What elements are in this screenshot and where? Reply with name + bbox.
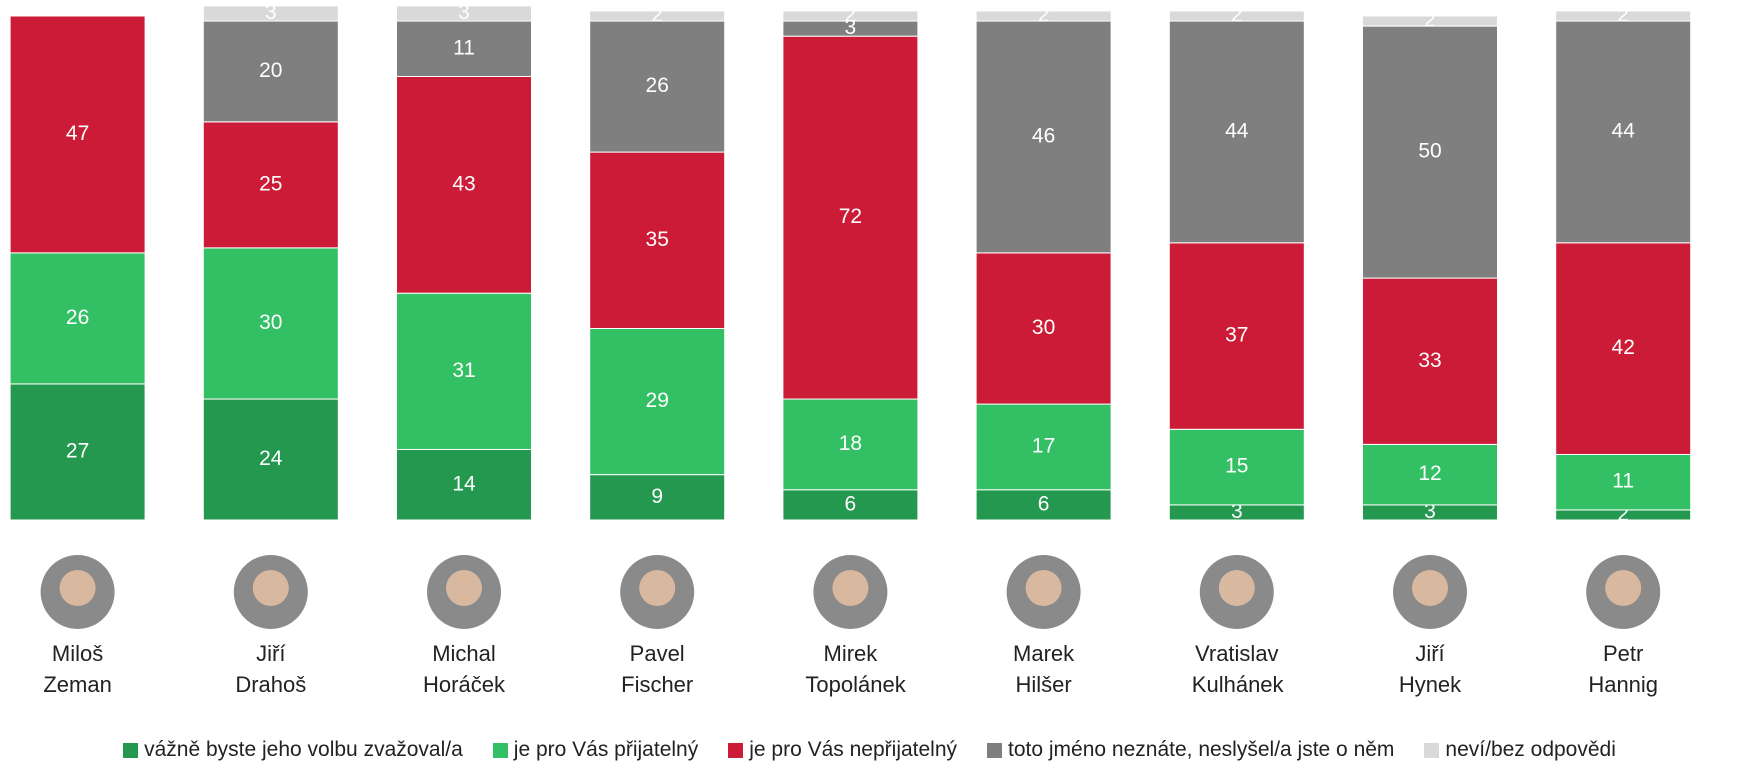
photo-face bbox=[60, 570, 96, 606]
category-label: Jiří Hynek bbox=[1355, 638, 1505, 700]
legend-swatch bbox=[987, 743, 1002, 758]
data-label: 43 bbox=[452, 172, 475, 195]
legend-item: je pro Vás přijatelný bbox=[493, 738, 698, 762]
photo-face bbox=[832, 570, 868, 606]
data-label: 33 bbox=[1418, 349, 1441, 372]
data-label: 30 bbox=[259, 311, 282, 334]
data-label: 2 bbox=[1038, 4, 1050, 27]
legend-swatch bbox=[728, 743, 743, 758]
data-label: 11 bbox=[1612, 470, 1634, 493]
category-label: Petr Hannig bbox=[1548, 638, 1698, 700]
data-label: 35 bbox=[646, 228, 669, 251]
data-label: 15 bbox=[1225, 455, 1248, 478]
data-label: 20 bbox=[259, 59, 282, 82]
data-label: 18 bbox=[839, 432, 862, 455]
category-label: Vratislav Kulhánek bbox=[1162, 638, 1312, 700]
data-label: 24 bbox=[259, 447, 283, 470]
chart: 2726472430252031431431139293526261872326… bbox=[0, 0, 1739, 765]
legend-label: neví/bez odpovědi bbox=[1445, 738, 1615, 762]
data-label: 25 bbox=[259, 172, 282, 195]
data-label: 17 bbox=[1032, 434, 1055, 457]
data-label: 11 bbox=[453, 36, 475, 59]
legend-label: toto jméno neznáte, neslyšel/a jste o ně… bbox=[1008, 738, 1394, 762]
plot: 2726472430252031431431139293526261872326… bbox=[0, 0, 1739, 735]
photo-face bbox=[446, 570, 482, 606]
data-label: 6 bbox=[1038, 492, 1050, 515]
data-label: 14 bbox=[452, 472, 476, 495]
data-label: 26 bbox=[646, 74, 669, 97]
legend-swatch bbox=[123, 743, 138, 758]
data-label: 3 bbox=[265, 1, 277, 24]
data-label: 27 bbox=[66, 440, 89, 463]
data-label: 2 bbox=[651, 4, 663, 27]
data-label: 44 bbox=[1612, 119, 1636, 142]
legend-swatch bbox=[1424, 743, 1439, 758]
data-label: 50 bbox=[1418, 140, 1441, 163]
photo-face bbox=[1219, 570, 1255, 606]
category-label: Michal Horáček bbox=[389, 638, 539, 700]
photo-face bbox=[639, 570, 675, 606]
legend-item: vážně byste jeho volbu zvažoval/a bbox=[123, 738, 463, 762]
legend-item: toto jméno neznáte, neslyšel/a jste o ně… bbox=[987, 738, 1394, 762]
data-label: 12 bbox=[1418, 462, 1441, 485]
data-label: 26 bbox=[66, 306, 89, 329]
data-label: 30 bbox=[1032, 316, 1055, 339]
category-label: Mirek Topolánek bbox=[775, 638, 925, 700]
category-label: Miloš Zeman bbox=[3, 638, 153, 700]
legend-item: je pro Vás nepřijatelný bbox=[728, 738, 957, 762]
data-label: 2 bbox=[1231, 4, 1243, 27]
data-label: 2 bbox=[1424, 9, 1436, 32]
data-label: 37 bbox=[1225, 324, 1248, 347]
legend-label: vážně byste jeho volbu zvažoval/a bbox=[144, 738, 463, 762]
photo-face bbox=[1412, 570, 1448, 606]
data-label: 9 bbox=[651, 485, 663, 508]
data-label: 29 bbox=[646, 389, 669, 412]
data-label: 42 bbox=[1612, 336, 1635, 359]
legend-label: je pro Vás přijatelný bbox=[514, 738, 698, 762]
legend-label: je pro Vás nepřijatelný bbox=[749, 738, 957, 762]
category-label: Jiří Drahoš bbox=[196, 638, 346, 700]
category-label: Pavel Fischer bbox=[582, 638, 732, 700]
photo-face bbox=[1026, 570, 1062, 606]
data-label: 44 bbox=[1225, 119, 1249, 142]
data-label: 31 bbox=[452, 359, 475, 382]
data-label: 2 bbox=[845, 4, 857, 27]
legend: vážně byste jeho volbu zvažoval/a je pro … bbox=[0, 738, 1739, 762]
data-label: 72 bbox=[839, 205, 862, 228]
data-label: 46 bbox=[1032, 125, 1055, 148]
data-label: 6 bbox=[845, 492, 857, 515]
photo-face bbox=[1605, 570, 1641, 606]
photo-face bbox=[253, 570, 289, 606]
data-label: 47 bbox=[66, 122, 89, 145]
data-label: 3 bbox=[458, 1, 470, 24]
legend-swatch bbox=[493, 743, 508, 758]
category-label: Marek Hilšer bbox=[969, 638, 1119, 700]
data-label: 2 bbox=[1617, 4, 1629, 27]
legend-item: neví/bez odpovědi bbox=[1424, 738, 1615, 762]
